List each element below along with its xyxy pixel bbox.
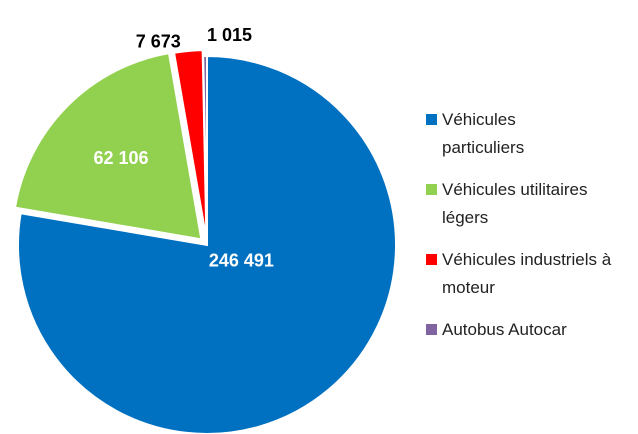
legend-item: Autobus Autocar xyxy=(426,316,631,344)
legend-item: Véhicules particuliers xyxy=(426,106,544,162)
legend-label: Véhicules particuliers xyxy=(442,110,525,157)
data-label: 1 015 xyxy=(207,25,252,45)
legend-swatch xyxy=(426,114,437,125)
data-label: 246 491 xyxy=(209,251,274,271)
legend-swatch xyxy=(426,254,437,265)
legend-item: Véhicules utilitaires légers xyxy=(426,176,626,232)
legend-item: Véhicules industriels à moteur xyxy=(426,246,631,302)
pie-slice xyxy=(13,51,203,241)
legend-swatch xyxy=(426,184,437,195)
legend-label: Véhicules utilitaires légers xyxy=(442,180,588,227)
legend-swatch xyxy=(426,324,437,335)
data-label: 62 106 xyxy=(93,148,148,168)
data-label: 7 673 xyxy=(136,32,181,52)
legend-label: Autobus Autocar xyxy=(442,320,567,339)
legend-label: Véhicules industriels à moteur xyxy=(442,250,612,297)
pie-slice xyxy=(202,54,208,246)
pie-slice xyxy=(172,49,208,240)
